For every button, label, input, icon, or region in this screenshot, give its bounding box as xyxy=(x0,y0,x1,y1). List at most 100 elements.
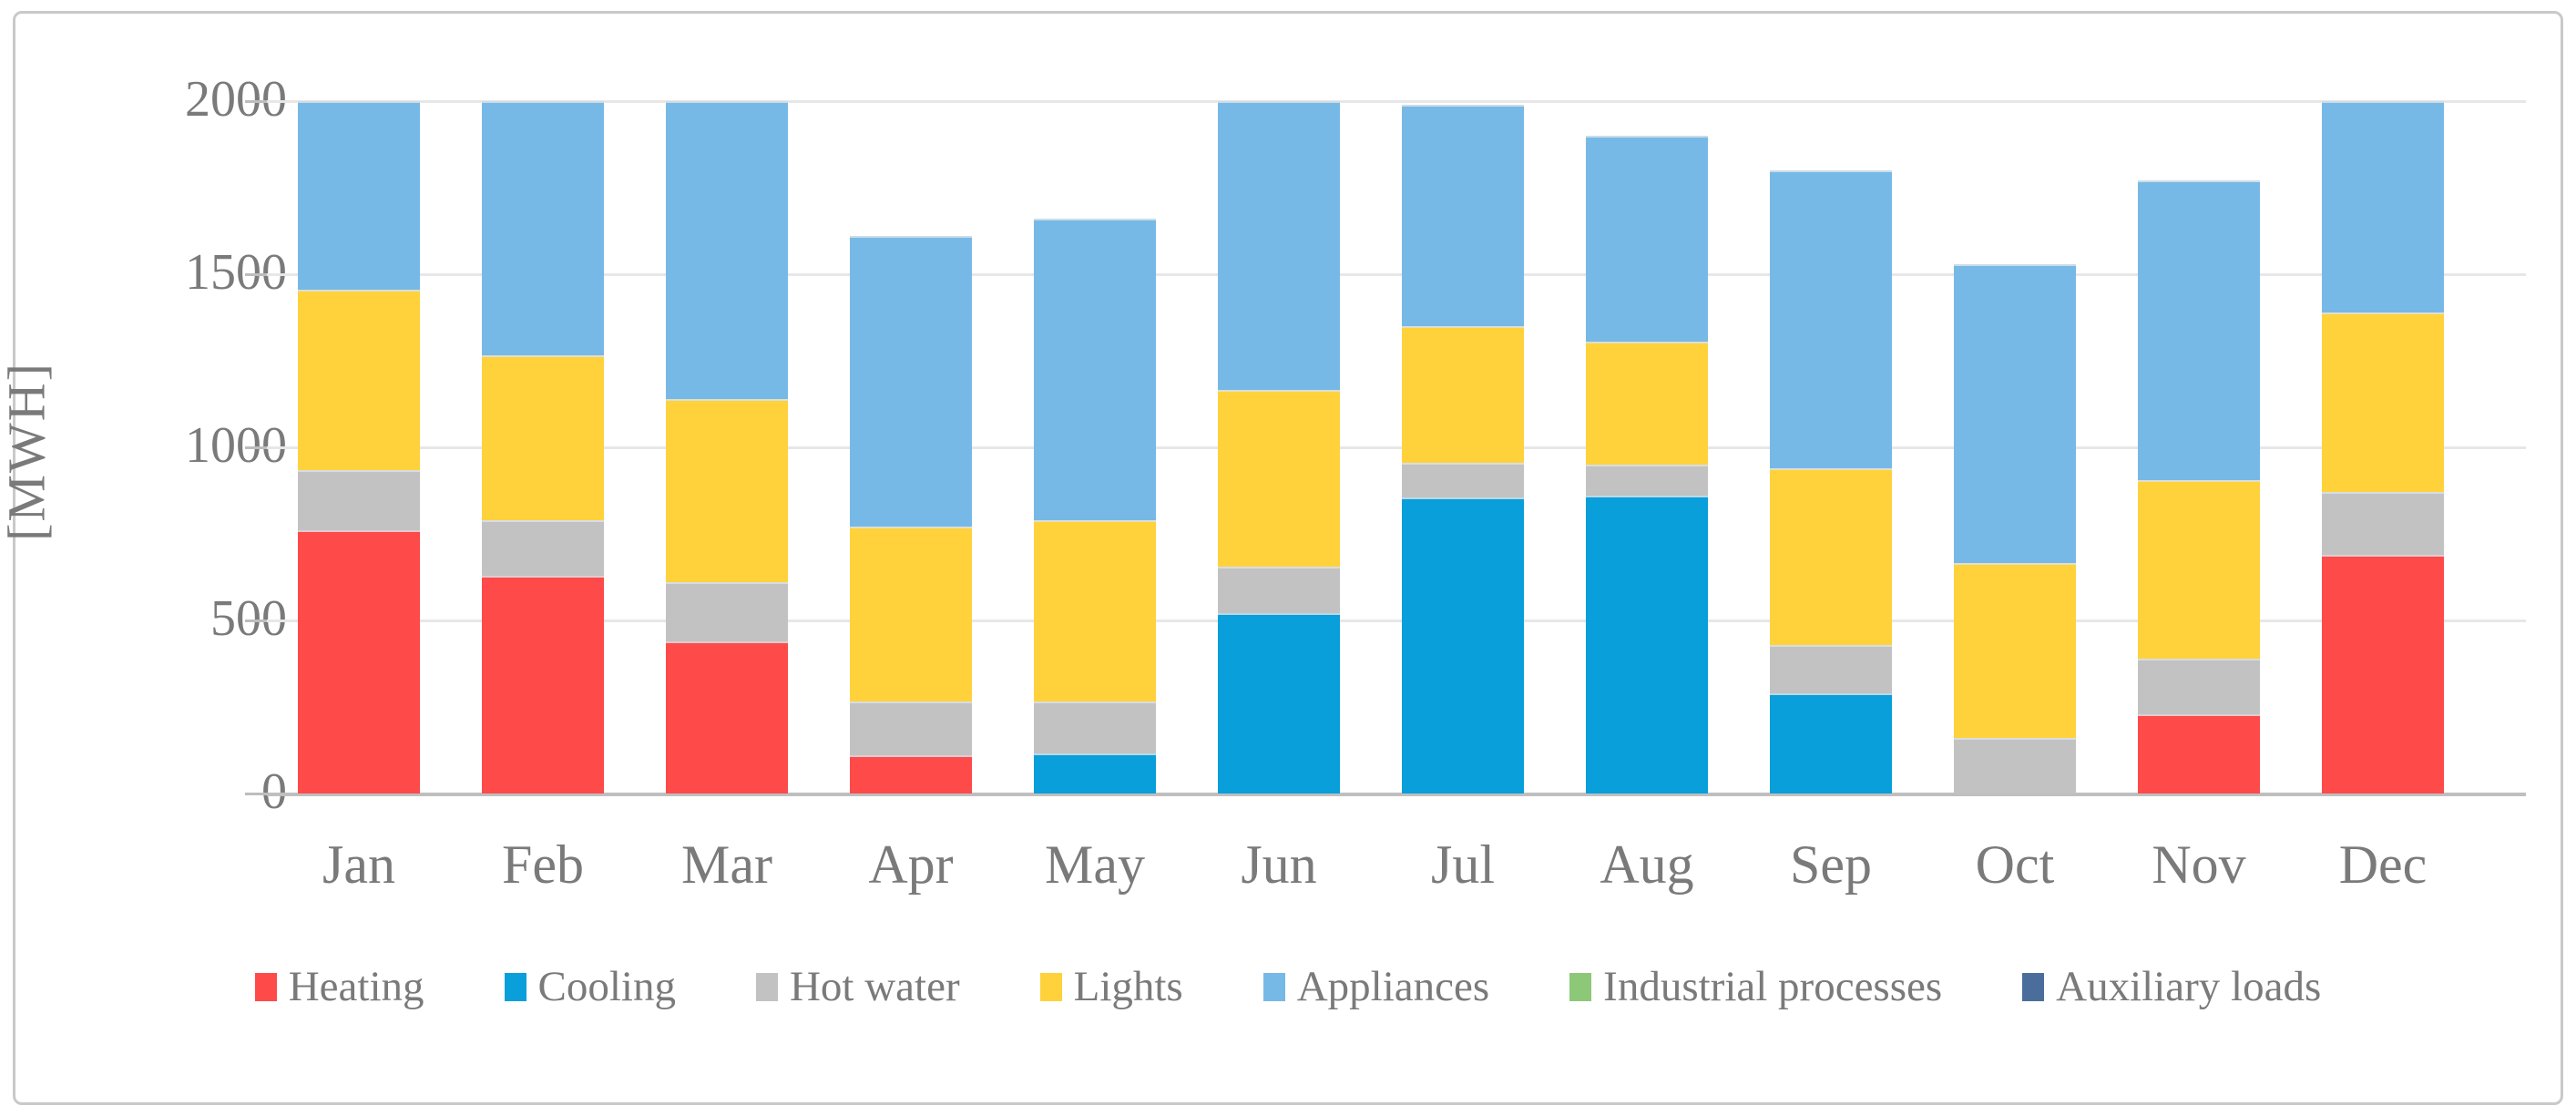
bar-segment-jun-cooling xyxy=(1218,613,1340,793)
legend-swatch-auxiliary-loads xyxy=(2022,972,2045,1001)
y-axis-tick-label-1000: 1000 xyxy=(185,417,287,474)
bar-segment-jul-cooling xyxy=(1402,497,1524,793)
legend: Heating Cooling Hot water Lights Appliances I… xyxy=(109,955,2467,1019)
gridline-500 xyxy=(267,619,2526,622)
bar-segment-sep-cooling xyxy=(1770,692,1892,793)
plot-area xyxy=(245,100,2526,796)
x-axis-label-aug: Aug xyxy=(1600,834,1694,895)
bar-column-jan xyxy=(267,101,451,793)
bar-segment-mar-appliances xyxy=(666,101,788,399)
bar-segment-oct-hot-water xyxy=(1954,738,2076,793)
bar-column-mar xyxy=(635,101,819,793)
bar-column-dec xyxy=(2291,101,2475,793)
legend-label-hot-water: Hot water xyxy=(789,962,960,1010)
legend-item-auxiliary-loads: Auxiliary loads xyxy=(2022,965,2321,1008)
bar-segment-aug-appliances xyxy=(1586,136,1708,343)
bar-segment-mar-hot-water xyxy=(666,582,788,641)
y-axis-title: [MWH] xyxy=(0,362,56,541)
legend-item-appliances: Appliances xyxy=(1262,962,1490,1010)
gridline-2000 xyxy=(267,100,2526,103)
bar-segment-may-hot-water xyxy=(1034,701,1156,754)
bar-column-aug xyxy=(1555,101,1739,793)
bar-column-jul xyxy=(1371,101,1555,793)
bar-segment-aug-cooling xyxy=(1586,496,1708,793)
gridline-0 xyxy=(267,793,2526,796)
x-axis-label-jun: Jun xyxy=(1241,834,1317,895)
bar-segment-nov-heating xyxy=(2138,713,2260,793)
y-axis-tick-label-2000: 2000 xyxy=(185,71,287,128)
bar-segment-apr-appliances xyxy=(850,236,972,527)
bar-segment-may-lights xyxy=(1034,519,1156,702)
bar-segment-jul-appliances xyxy=(1402,104,1524,326)
bar-segment-dec-hot-water xyxy=(2322,492,2444,555)
bar-segment-may-cooling xyxy=(1034,753,1156,793)
x-axis-label-dec: Dec xyxy=(2338,834,2428,895)
bar-segment-sep-hot-water xyxy=(1770,644,1892,693)
gridline-1500 xyxy=(267,273,2526,276)
bar-column-feb xyxy=(451,101,635,793)
x-axis-label-jul: Jul xyxy=(1430,834,1496,895)
y-tick-mark-500 xyxy=(245,619,267,622)
bar-segment-nov-hot-water xyxy=(2138,658,2260,714)
legend-swatch-heating xyxy=(254,972,277,1001)
y-axis-tick-label-1500: 1500 xyxy=(185,244,287,301)
bar-segment-sep-lights xyxy=(1770,467,1892,645)
bar-column-nov xyxy=(2107,101,2291,793)
bar-segment-aug-lights xyxy=(1586,342,1708,465)
bar-segment-oct-lights xyxy=(1954,563,2076,739)
bar-segment-mar-lights xyxy=(666,398,788,583)
bar-segment-aug-hot-water xyxy=(1586,465,1708,497)
legend-item-lights: Lights xyxy=(1039,962,1183,1010)
legend-label-industrial-processes: Industrial processes xyxy=(1603,962,1943,1010)
bar-segment-jan-hot-water xyxy=(298,469,420,531)
y-tick-mark-1500 xyxy=(245,273,267,276)
legend-label-appliances: Appliances xyxy=(1296,962,1490,1010)
bar-segment-feb-appliances xyxy=(482,101,604,356)
bar-segment-jun-hot-water xyxy=(1218,567,1340,614)
bar-segment-jan-heating xyxy=(298,530,420,793)
bar-segment-nov-appliances xyxy=(2138,180,2260,481)
x-axis-label-may: May xyxy=(1045,834,1145,895)
bar-segment-jan-appliances xyxy=(298,101,420,291)
x-axis-label-mar: Mar xyxy=(681,834,772,895)
bar-segment-apr-heating xyxy=(850,755,972,793)
bar-segment-jan-lights xyxy=(298,290,420,470)
bar-column-apr xyxy=(819,101,1003,793)
bar-segment-sep-appliances xyxy=(1770,170,1892,468)
legend-label-lights: Lights xyxy=(1073,962,1183,1010)
bar-segment-jul-hot-water xyxy=(1402,463,1524,498)
bar-segment-dec-appliances xyxy=(2322,101,2444,312)
legend-item-industrial-processes: Industrial processes xyxy=(1569,962,1943,1010)
gridline-1000 xyxy=(267,446,2526,449)
bar-segment-oct-appliances xyxy=(1954,263,2076,564)
legend-swatch-industrial-processes xyxy=(1569,972,1592,1001)
legend-swatch-cooling xyxy=(504,972,526,1001)
legend-swatch-appliances xyxy=(1262,972,1285,1001)
bar-column-jun xyxy=(1187,101,1371,793)
legend-swatch-hot-water xyxy=(755,972,778,1001)
bar-segment-feb-hot-water xyxy=(482,519,604,576)
bar-segment-nov-lights xyxy=(2138,480,2260,659)
bar-column-may xyxy=(1003,101,1187,793)
legend-item-cooling: Cooling xyxy=(504,962,676,1010)
x-axis-label-oct: Oct xyxy=(1975,834,2055,895)
bar-segment-mar-heating xyxy=(666,640,788,793)
bar-column-oct xyxy=(1923,101,2107,793)
x-axis-label-jan: Jan xyxy=(322,834,395,895)
x-axis-label-feb: Feb xyxy=(502,834,584,895)
bar-segment-feb-heating xyxy=(482,575,604,793)
y-tick-mark-2000 xyxy=(245,100,267,103)
bar-segment-jun-appliances xyxy=(1218,101,1340,391)
x-axis-label-sep: Sep xyxy=(1790,834,1872,895)
bar-segment-may-appliances xyxy=(1034,219,1156,520)
bar-segment-jul-lights xyxy=(1402,326,1524,464)
legend-item-heating: Heating xyxy=(254,965,424,1008)
bar-segment-dec-lights xyxy=(2322,312,2444,493)
y-tick-mark-0 xyxy=(245,793,267,795)
y-axis-tick-label-0: 0 xyxy=(261,763,287,820)
x-axis-label-apr: Apr xyxy=(868,834,954,895)
bar-segment-apr-lights xyxy=(850,527,972,702)
legend-label-cooling: Cooling xyxy=(537,962,676,1010)
bar-column-sep xyxy=(1739,101,1923,793)
